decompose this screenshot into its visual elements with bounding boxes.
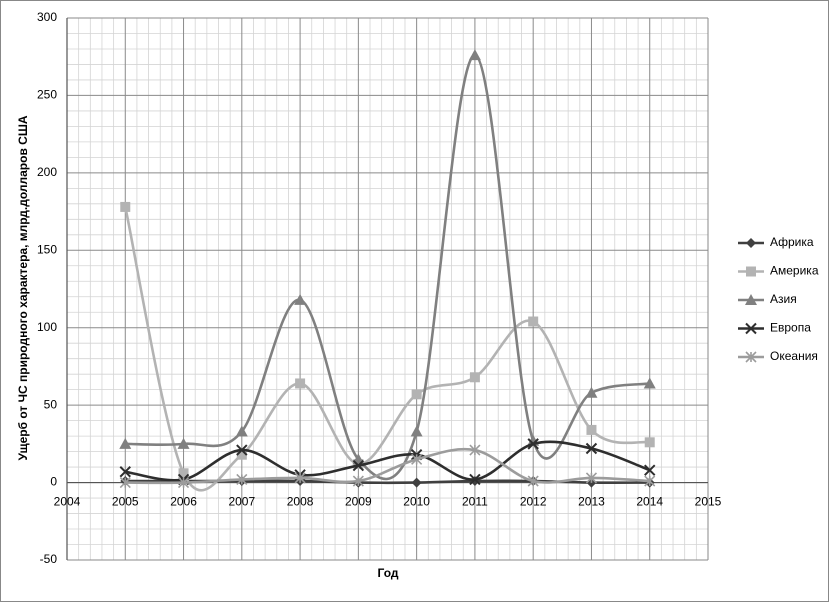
legend-label: Океания [770, 349, 818, 363]
marker [119, 437, 132, 449]
y-tick-label: -50 [40, 552, 58, 566]
marker [586, 424, 597, 435]
marker [585, 472, 598, 484]
marker [236, 473, 248, 486]
marker [410, 425, 423, 437]
marker [294, 472, 306, 484]
marker [527, 438, 539, 450]
marker [178, 468, 189, 479]
series-line [125, 440, 651, 482]
y-tick-label: 150 [37, 242, 57, 256]
marker [468, 49, 481, 61]
marker [294, 293, 307, 305]
marker [469, 473, 481, 486]
series-line [125, 447, 650, 485]
marker [745, 351, 757, 363]
series-line [125, 53, 650, 481]
marker [585, 442, 598, 455]
marker [411, 389, 422, 400]
y-tick-label: 300 [37, 10, 57, 24]
x-tick-label: 2008 [287, 495, 314, 509]
y-tick-label: 50 [44, 397, 58, 411]
marker [469, 444, 481, 456]
marker [644, 464, 656, 476]
x-tick-label: 2011 [462, 495, 488, 509]
legend-label: Америка [770, 264, 819, 278]
marker [411, 453, 423, 465]
legend-label: Азия [770, 292, 797, 306]
marker [352, 459, 365, 472]
x-tick-label: 2012 [520, 495, 547, 509]
marker [643, 377, 656, 389]
y-tick-label: 250 [37, 88, 57, 102]
marker [746, 238, 756, 248]
x-tick-label: 2009 [345, 495, 372, 509]
marker [528, 316, 539, 327]
y-tick-label: 0 [50, 475, 57, 489]
x-tick-label: 2006 [170, 495, 197, 509]
marker [745, 294, 757, 305]
marker [745, 322, 757, 335]
x-tick-label: 2005 [112, 495, 139, 509]
marker [119, 477, 131, 489]
marker [236, 444, 248, 456]
marker [644, 437, 655, 448]
marker [236, 449, 247, 460]
marker [177, 437, 190, 449]
marker [119, 466, 131, 478]
x-tick-label: 2015 [695, 495, 722, 509]
marker [585, 386, 598, 398]
marker [352, 475, 364, 487]
y-axis-title: Ущерб от ЧС природного характера, млрд.д… [16, 115, 30, 460]
x-axis-title: Год [378, 566, 399, 580]
marker [120, 201, 131, 212]
marker [177, 477, 190, 489]
legend-label: Африка [770, 235, 814, 249]
legend-label: Европа [770, 321, 811, 335]
x-tick-label: 2013 [578, 495, 605, 509]
x-tick-label: 2014 [636, 495, 663, 509]
marker [644, 475, 656, 487]
marker [469, 372, 480, 383]
marker [295, 378, 306, 389]
y-tick-label: 100 [37, 320, 57, 334]
marker [527, 475, 539, 487]
marker [235, 425, 248, 437]
x-tick-label: 2007 [228, 495, 255, 509]
x-tick-label: 2010 [403, 495, 430, 509]
marker [746, 266, 756, 277]
marker [411, 477, 422, 488]
y-tick-label: 200 [37, 165, 57, 179]
